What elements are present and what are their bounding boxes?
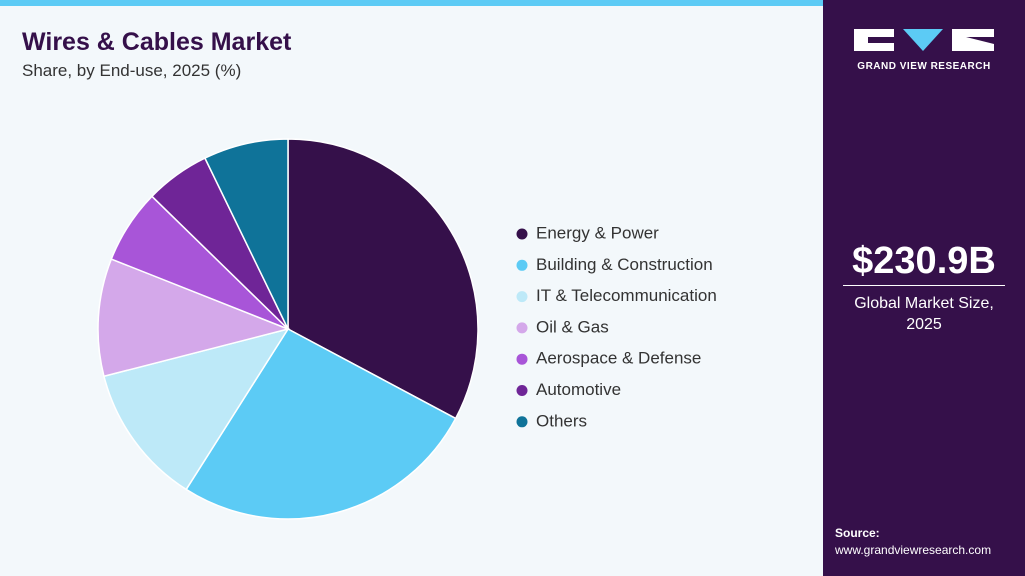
legend-label: Oil & Gas (536, 317, 609, 336)
legend-marker (516, 416, 528, 428)
legend-marker (516, 259, 528, 271)
legend-marker (516, 291, 528, 303)
divider (843, 285, 1005, 286)
legend-marker (516, 322, 528, 334)
pie-slice (203, 138, 289, 330)
pie-slice (287, 138, 479, 420)
pie-slice (185, 328, 457, 520)
legend-marker (516, 385, 528, 396)
legend-label: Others (536, 411, 587, 430)
chart-subtitle: Share, by End-use, 2025 (%) (22, 61, 242, 80)
legend-marker (516, 353, 528, 365)
pie-slice (103, 327, 290, 491)
sidebar: GRAND VIEW RESEARCH $230.9B Global Marke… (823, 0, 1025, 576)
chart: Energy & Power Building & Construction IT … (97, 138, 717, 520)
legend-label: Automotive (536, 380, 621, 399)
legend-marker (516, 228, 528, 240)
logo (854, 29, 994, 51)
market-size: $230.9B (852, 240, 996, 282)
pie-slice (97, 258, 291, 378)
source-url: www.grandviewresearch.com (835, 543, 992, 557)
legend-label: Energy & Power (536, 223, 659, 242)
legend-label: IT & Telecommunication (536, 286, 717, 305)
brand: GRAND VIEW RESEARCH (857, 61, 991, 72)
market-size-label: Global Market Size, 2025 (854, 295, 994, 333)
legend-label: Aerospace & Defense (536, 349, 701, 368)
legend-label: Building & Construction (536, 255, 713, 274)
source-label: Source: (835, 526, 880, 540)
top-stripe (0, 0, 823, 6)
chart-title: Wires & Cables Market (22, 28, 292, 56)
